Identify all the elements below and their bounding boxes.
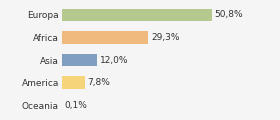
Bar — [62, 9, 212, 21]
Text: 12,0%: 12,0% — [100, 55, 129, 65]
Text: 50,8%: 50,8% — [215, 10, 243, 19]
Bar — [62, 54, 97, 66]
Bar — [62, 31, 148, 44]
Text: 7,8%: 7,8% — [88, 78, 111, 87]
Text: 29,3%: 29,3% — [151, 33, 180, 42]
Text: 0,1%: 0,1% — [65, 101, 88, 110]
Bar — [62, 76, 85, 89]
